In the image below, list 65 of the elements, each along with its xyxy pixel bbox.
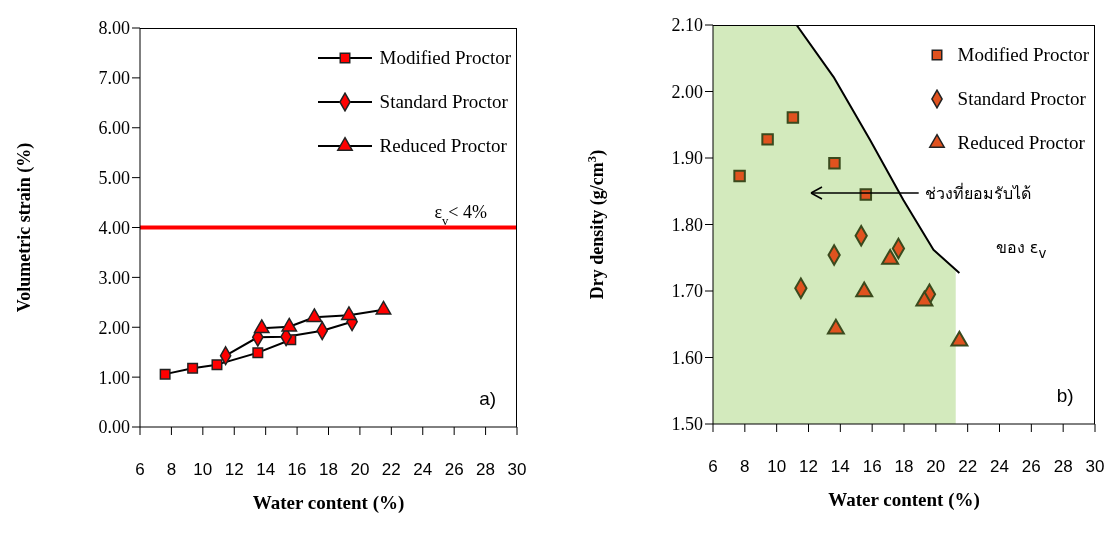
y-tick-label: 2.00	[98, 317, 130, 338]
legend-label: Modified Proctor	[379, 47, 511, 69]
x-tick-label: 24	[413, 460, 433, 480]
x-tick-label: 26	[1021, 457, 1041, 477]
x-tick-label: 24	[990, 457, 1009, 477]
x-tick-label: 28	[1053, 457, 1073, 477]
y-tick-label: 0.00	[98, 417, 130, 438]
x-tick-label: 8	[166, 460, 177, 480]
y-tick-label: 1.60	[671, 347, 703, 368]
y-tick-label: 3.00	[98, 267, 130, 288]
x-tick-label: 26	[444, 460, 464, 480]
x-tick-label: 6	[135, 460, 145, 480]
point	[855, 281, 874, 298]
y-tick-label: 2.00	[671, 81, 703, 102]
x-tick-label: 10	[193, 460, 213, 480]
x-tick-label: 14	[830, 457, 850, 477]
annotation: a)	[479, 388, 497, 411]
x-axis-title: Water content (%)	[828, 489, 980, 511]
x-tick-label: 22	[958, 457, 978, 477]
x-tick-label: 12	[799, 457, 818, 477]
x-tick-label: 18	[319, 460, 338, 480]
point	[828, 157, 841, 170]
point	[733, 169, 746, 183]
x-tick-label: 8	[740, 457, 750, 477]
y-tick-label: 8.00	[98, 18, 130, 39]
x-tick-label: 20	[926, 457, 946, 477]
y-tick-label: 1.80	[671, 214, 703, 235]
y-tick-label: 1.90	[671, 148, 703, 169]
annotation: ช่วงที่ยอมรับได้	[923, 180, 1034, 206]
y-tick-label: 1.70	[671, 281, 703, 302]
x-tick-label: 30	[507, 460, 527, 480]
y-tick-label: 4.00	[98, 217, 130, 238]
x-tick-label: 12	[224, 460, 244, 480]
y-axis-title: Volumetric strain (%)	[14, 142, 35, 313]
x-tick-label: 28	[476, 460, 496, 480]
x-tick-label: 22	[381, 460, 401, 480]
point	[915, 290, 934, 307]
y-tick-label: 1.50	[671, 414, 703, 435]
y-tick-label: 6.00	[98, 118, 130, 139]
y-tick-label: 5.00	[98, 168, 130, 189]
x-tick-label: 18	[894, 457, 914, 477]
x-tick-label: 20	[350, 460, 370, 480]
x-tick-label: 6	[708, 457, 718, 477]
ref-line-label: ε$_{v}$< 4%	[434, 201, 487, 228]
legend-label: Standard Proctor	[379, 91, 508, 113]
x-tick-label: 10	[767, 457, 787, 477]
point	[881, 248, 900, 265]
point	[950, 330, 969, 347]
x-tick-label: 30	[1085, 457, 1105, 477]
y-tick-label: 7.00	[98, 68, 130, 89]
point	[786, 111, 800, 124]
legend-label: Modified Proctor	[957, 44, 1089, 66]
annotation: b)	[1056, 385, 1074, 408]
point	[761, 133, 774, 146]
x-tick-label: 16	[287, 460, 307, 480]
point	[826, 318, 845, 335]
y-tick-label: 2.10	[671, 15, 703, 36]
x-tick-label: 14	[256, 460, 276, 480]
legend-label: Reduced Proctor	[957, 132, 1085, 154]
annotation: ของ ε$_{v}$	[995, 237, 1047, 262]
legend-label: Reduced Proctor	[379, 135, 507, 157]
y-tick-label: 1.00	[98, 367, 130, 388]
legend-label: Standard Proctor	[957, 88, 1086, 110]
x-axis-title: Water content (%)	[252, 492, 405, 514]
x-tick-label: 16	[862, 457, 882, 477]
